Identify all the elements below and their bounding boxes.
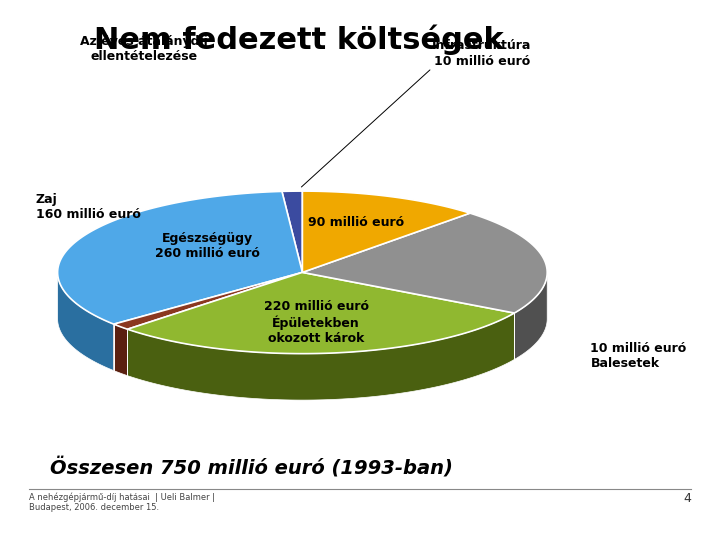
Text: 4: 4 xyxy=(683,492,691,505)
Polygon shape xyxy=(114,272,302,329)
Text: 90 millió euró: 90 millió euró xyxy=(308,216,405,229)
Text: Nem fedezett költségek: Nem fedezett költségek xyxy=(94,24,503,55)
Text: Egészségügy
260 millió euró: Egészségügy 260 millió euró xyxy=(155,232,259,260)
Polygon shape xyxy=(58,191,302,324)
Polygon shape xyxy=(127,313,514,400)
Polygon shape xyxy=(127,272,514,354)
Text: A nehézgépjármű-díj hatásai  | Ueli Balmer |
Budapest, 2006. december 15.: A nehézgépjármű-díj hatásai | Ueli Balme… xyxy=(29,492,215,512)
Polygon shape xyxy=(282,191,302,272)
Polygon shape xyxy=(302,191,470,272)
Polygon shape xyxy=(302,213,547,313)
Text: 220 millió euró
Épületekben
okozott károk: 220 millió euró Épületekben okozott káro… xyxy=(264,300,369,345)
Polygon shape xyxy=(114,324,127,376)
Text: Az éves átalánydíj
ellentételezése: Az éves átalánydíj ellentételezése xyxy=(80,36,208,63)
Text: 10 millió euró
Balesetek: 10 millió euró Balesetek xyxy=(590,342,687,370)
Text: Zaj
160 millió euró: Zaj 160 millió euró xyxy=(36,193,141,221)
Text: Infrastruktúra
10 millió euró: Infrastruktúra 10 millió euró xyxy=(432,39,531,68)
Polygon shape xyxy=(58,272,114,370)
Polygon shape xyxy=(514,272,547,360)
Text: Összesen 750 millió euró (1993-ban): Összesen 750 millió euró (1993-ban) xyxy=(50,457,454,478)
